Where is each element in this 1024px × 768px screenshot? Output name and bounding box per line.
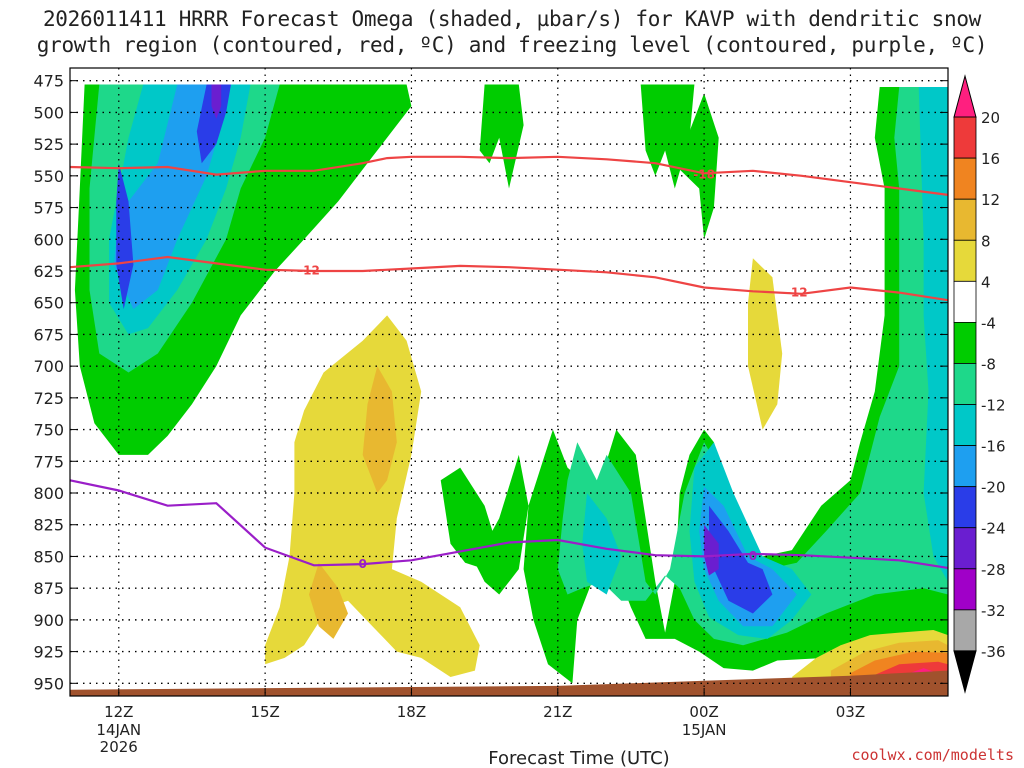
colorbar-bin bbox=[953, 363, 977, 405]
colorbar-bin bbox=[953, 239, 977, 282]
colorbar-label--28: -28 bbox=[981, 561, 1006, 579]
contour-freezing-level bbox=[69, 479, 949, 569]
ytick-label-625: 625 bbox=[33, 262, 64, 281]
colorbar-bin bbox=[953, 280, 977, 323]
colorbar-label--32: -32 bbox=[981, 602, 1006, 620]
colorbar-label-20: 20 bbox=[981, 109, 1000, 127]
omega-region-neg28 bbox=[211, 84, 222, 119]
ytick-label-875: 875 bbox=[33, 579, 64, 598]
contour-dendritic-lower bbox=[69, 255, 949, 302]
xtick-label-15Z: 15Z bbox=[250, 703, 279, 721]
omega-region-neg16 bbox=[918, 87, 948, 582]
xtick-label-21Z: 21Z bbox=[543, 703, 572, 721]
plot-frame bbox=[69, 67, 949, 697]
colorbar-label--12: -12 bbox=[981, 397, 1006, 415]
ytick-label-475: 475 bbox=[33, 72, 64, 91]
colorbar-bin bbox=[953, 116, 977, 159]
colorbar-bin bbox=[953, 404, 977, 446]
ytick-label-800: 800 bbox=[33, 484, 64, 503]
xtick-sublabel: 14JAN bbox=[96, 721, 141, 739]
colorbar-label--24: -24 bbox=[981, 520, 1006, 538]
omega-region-pos8 bbox=[362, 366, 397, 493]
contour-label-freezing-level: 0 bbox=[749, 549, 757, 563]
ytick-label-775: 775 bbox=[33, 452, 64, 471]
omega-region-neg16 bbox=[582, 493, 622, 595]
xtick-label-12Z: 12Z bbox=[104, 703, 133, 721]
colorbar-label--16: -16 bbox=[981, 438, 1006, 456]
ytick-label-675: 675 bbox=[33, 325, 64, 344]
colorbar-bin bbox=[953, 445, 977, 488]
ytick-label-750: 750 bbox=[33, 421, 64, 440]
omega-shading bbox=[70, 68, 948, 696]
colorbar-bottom-arrow bbox=[953, 650, 977, 694]
colorbar-label--8: -8 bbox=[981, 355, 996, 373]
ytick-label-525: 525 bbox=[33, 135, 64, 154]
ytick-label-600: 600 bbox=[33, 230, 64, 249]
colorbar-bin bbox=[953, 609, 977, 652]
ytick-label-925: 925 bbox=[33, 643, 64, 662]
colorbar-bin bbox=[953, 527, 977, 570]
ytick-label-850: 850 bbox=[33, 547, 64, 566]
ytick-label-575: 575 bbox=[33, 199, 64, 218]
xtick-label-03Z: 03Z bbox=[836, 703, 865, 721]
colorbar-label-16: 16 bbox=[981, 150, 1000, 168]
colorbar-label-8: 8 bbox=[981, 232, 991, 250]
omega-region-neg20 bbox=[699, 486, 797, 627]
x-axis-title: Forecast Time (UTC) bbox=[488, 748, 669, 768]
ytick-label-900: 900 bbox=[33, 611, 64, 630]
omega-region-neg8 bbox=[679, 93, 719, 240]
colorbar-label--36: -36 bbox=[981, 643, 1006, 661]
xtick-label-00Z: 00Z bbox=[689, 703, 718, 721]
xtick-sublabel: 15JAN bbox=[682, 721, 727, 739]
colorbar-bin bbox=[953, 157, 977, 200]
ytick-label-550: 550 bbox=[33, 167, 64, 186]
axes: 475 500 525 550 575 600 625 650 675 700 725 750 775 8… bbox=[33, 67, 949, 768]
colorbar-label--20: -20 bbox=[981, 479, 1006, 497]
chart-title: 2026011411 HRRR Forecast Omega (shaded, … bbox=[36, 7, 988, 57]
contour-label-freezing-level: 0 bbox=[358, 557, 366, 571]
ytick-label-500: 500 bbox=[33, 103, 64, 122]
ytick-label-950: 950 bbox=[33, 674, 64, 693]
ytick-label-650: 650 bbox=[33, 294, 64, 313]
omega-region-neg12 bbox=[557, 87, 948, 646]
ground-layer bbox=[70, 670, 948, 696]
colorbar-label-4: 4 bbox=[981, 273, 991, 291]
ytick-label-725: 725 bbox=[33, 389, 64, 408]
ytick-label-825: 825 bbox=[33, 516, 64, 535]
colorbar-bin bbox=[953, 321, 977, 364]
contour-dendritic-upper bbox=[69, 155, 949, 196]
colorbar: 20 16 12 8 4 -4 -8 -12 -16 -20 -24 -28 -32 -36 bbox=[953, 74, 1006, 694]
xtick-label-18Z: 18Z bbox=[397, 703, 426, 721]
colorbar-bin bbox=[953, 198, 977, 241]
xtick-sublabel: 2026 bbox=[100, 738, 138, 756]
contour-label-dendritic-lower: -12 bbox=[786, 285, 808, 299]
omega-region-neg24 bbox=[709, 505, 773, 614]
omega-region-neg28 bbox=[704, 524, 719, 576]
colorbar-label-12: 12 bbox=[981, 191, 1000, 209]
colorbar-bin bbox=[953, 568, 977, 611]
colorbar-label--4: -4 bbox=[981, 314, 996, 332]
colorbar-top-arrow bbox=[953, 74, 977, 118]
omega-region-neg8 bbox=[479, 84, 524, 189]
ytick-label-700: 700 bbox=[33, 357, 64, 376]
omega-region-pos4 bbox=[748, 258, 783, 430]
contour-label-dendritic-upper: -18 bbox=[693, 167, 715, 181]
colorbar-bin bbox=[953, 486, 977, 529]
contour-lines: -18 -12 -12 0 0 bbox=[69, 155, 949, 571]
omega-region-neg24 bbox=[196, 84, 231, 164]
omega-region-neg8 bbox=[474, 454, 529, 595]
omega-region-neg24 bbox=[116, 163, 134, 310]
omega-region-pos8 bbox=[309, 562, 348, 639]
credit-text: coolwx.com/modelts bbox=[851, 746, 1014, 764]
contour-label-dendritic-lower: -12 bbox=[298, 264, 320, 278]
terrain-ground bbox=[70, 670, 948, 696]
